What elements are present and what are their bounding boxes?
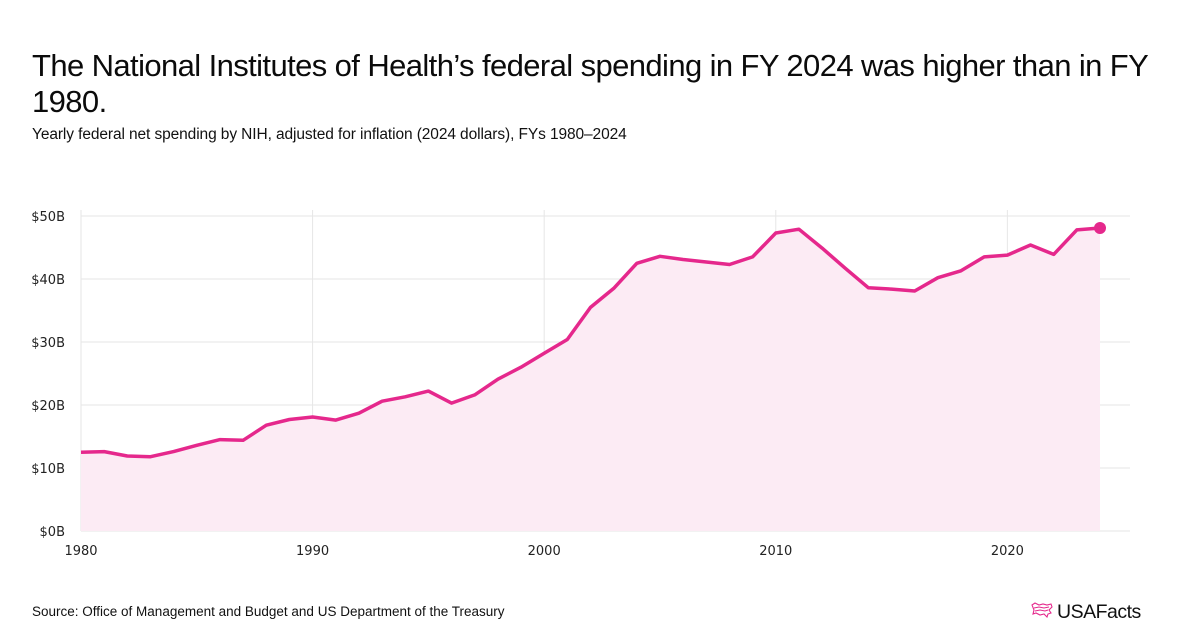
x-tick-label: 2010: [759, 544, 792, 559]
y-tick-label: $20B: [31, 399, 65, 414]
series-line: [80, 226, 1101, 459]
chart-subtitle: Yearly federal net spending by NIH, adju…: [32, 126, 627, 143]
last-point-marker: [1094, 221, 1106, 234]
chart-title: The National Institutes of Health’s fede…: [32, 48, 1148, 119]
x-tick-label: 1990: [296, 544, 329, 559]
x-tick-label: 1980: [64, 544, 97, 559]
area-fill: [81, 228, 1100, 531]
logo-text: USAFacts: [1057, 601, 1141, 623]
y-tick-label: $10B: [31, 462, 65, 477]
x-tick-label: 2020: [991, 544, 1024, 559]
us-map-icon: [1031, 602, 1053, 623]
y-tick-label: $30B: [31, 336, 65, 351]
usafacts-logo: USAFacts: [1031, 601, 1141, 624]
y-tick-label: $0B: [40, 525, 65, 540]
x-tick-label: 2000: [528, 544, 561, 559]
y-tick-label: $40B: [31, 273, 65, 288]
y-tick-label: $50B: [31, 210, 65, 225]
source-note: Source: Office of Management and Budget …: [32, 604, 505, 619]
